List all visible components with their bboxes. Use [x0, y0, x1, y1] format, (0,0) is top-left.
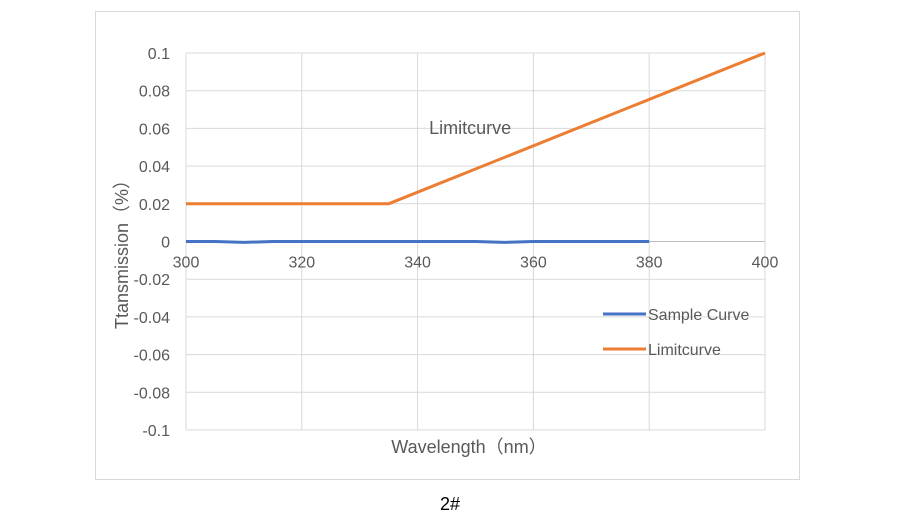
- tick-labels: 0.1 0.08 0.06 0.04 0.02 0 -0.02 -0.04 -0.06 -0.08…: [134, 46, 779, 440]
- x-tick-label: 340: [404, 255, 431, 272]
- legend-label-sample-curve: Sample Curve: [648, 307, 749, 324]
- line-chart: 0.1 0.08 0.06 0.04 0.02 0 -0.02 -0.04 -0.06 -0.08…: [112, 46, 779, 457]
- series-group: [186, 51, 766, 244]
- y-tick-label: 0.04: [139, 159, 170, 176]
- x-tick-label: 380: [636, 255, 663, 272]
- y-tick-label: 0.08: [139, 84, 170, 101]
- series-line-sample-curve: [186, 240, 650, 244]
- y-tick-label: 0.02: [139, 197, 170, 214]
- legend-label-limitcurve: Limitcurve: [648, 342, 721, 359]
- x-tick-label: 300: [173, 255, 200, 272]
- y-tick-label: -0.06: [134, 348, 171, 365]
- y-tick-label: -0.04: [134, 310, 171, 327]
- annotation-limitcurve: Limitcurve: [429, 118, 511, 138]
- y-tick-label: 0.06: [139, 121, 170, 138]
- y-tick-label: -0.02: [134, 272, 171, 289]
- y-axis-title: Ttansmission（%）: [112, 171, 132, 329]
- x-tick-label: 320: [288, 255, 315, 272]
- x-axis-title: Wavelength（nm）: [391, 437, 546, 457]
- y-tick-label: -0.1: [142, 423, 170, 440]
- figure-caption: 2#: [439, 494, 461, 514]
- y-tick-label: 0.1: [148, 46, 170, 63]
- y-tick-label: -0.08: [134, 385, 171, 402]
- x-tick-label: 360: [520, 255, 547, 272]
- y-tick-label: 0: [161, 235, 170, 252]
- chart-frame: [95, 11, 800, 480]
- x-tick-label: 400: [752, 255, 779, 272]
- legend: Sample Curve Limitcurve: [603, 307, 749, 359]
- series-line-limitcurve: [186, 51, 766, 206]
